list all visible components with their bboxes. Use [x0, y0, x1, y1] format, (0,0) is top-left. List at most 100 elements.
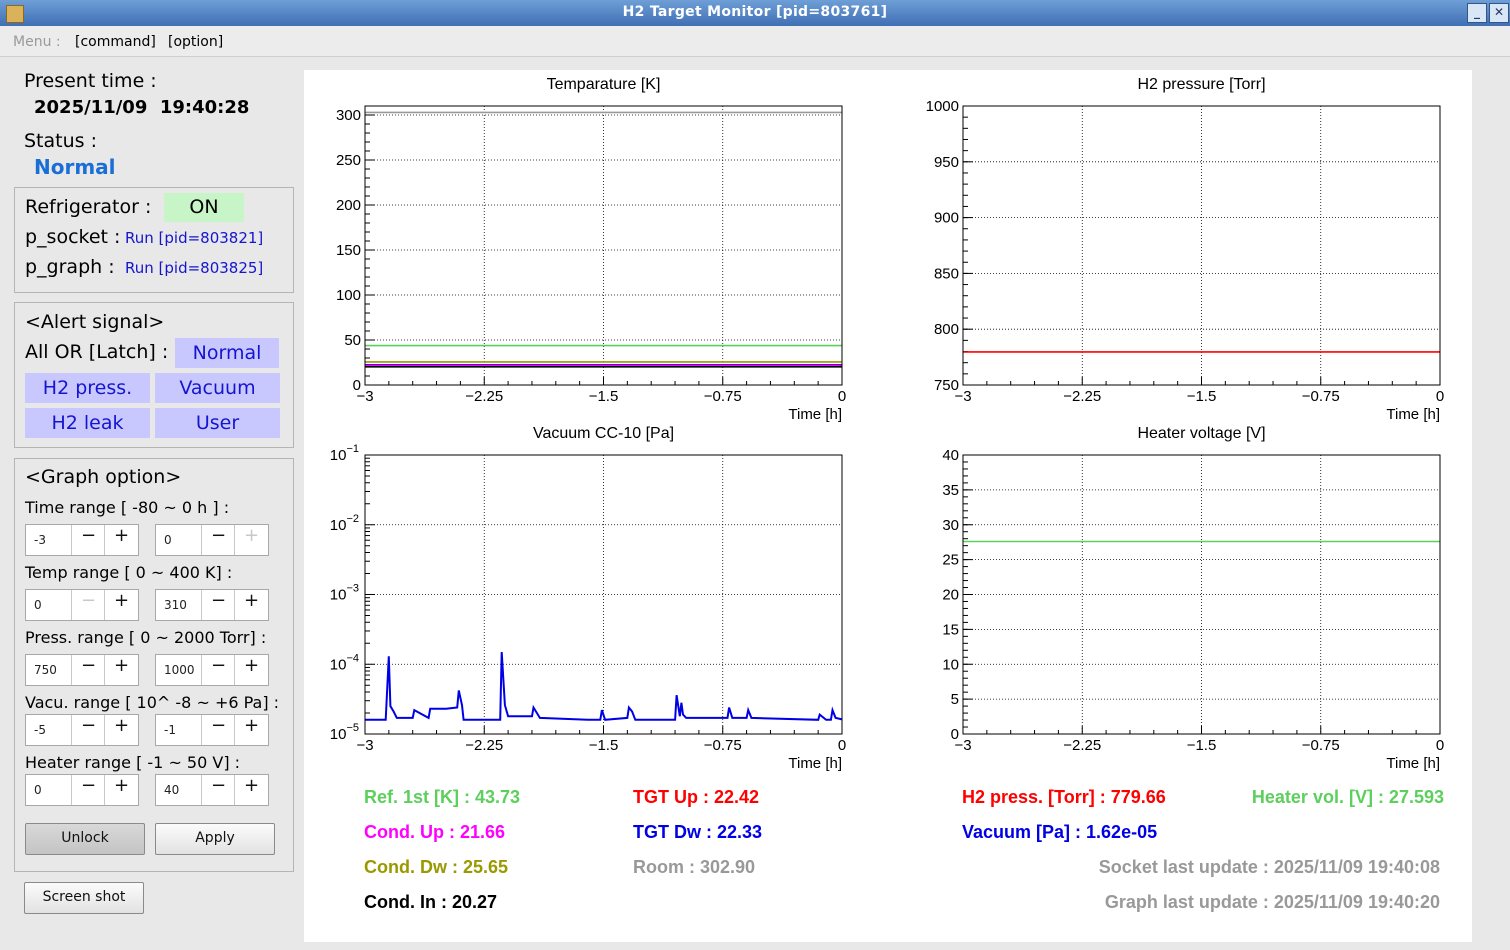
screenshot-button[interactable]: Screen shot — [24, 882, 144, 914]
chart1-frame — [364, 105, 843, 386]
chart2-title: H2 pressure [Torr] — [1137, 76, 1265, 93]
chart1-ytick-label: 300 — [336, 107, 361, 124]
readout-room: Room : 302.90 — [633, 857, 756, 877]
readout-cond-up: Cond. Up : 21.66 — [364, 822, 506, 842]
chart3-frame — [364, 454, 843, 735]
plus-icon[interactable]: + — [104, 590, 138, 620]
chart2-xtick-label: −3 — [954, 388, 971, 405]
unlock-button[interactable]: Unlock — [25, 823, 145, 855]
all-or-status: Normal — [175, 338, 279, 368]
close-icon[interactable]: ✕ — [1489, 3, 1509, 23]
chart1-xtick-label: −1.5 — [589, 388, 619, 405]
vacu-min-value[interactable]: -5 — [34, 723, 46, 737]
plus-icon[interactable]: + — [234, 655, 268, 685]
p-socket-value: Run [pid=803821] — [125, 229, 264, 247]
readout-tgt-dw: TGT Dw : 22.33 — [633, 822, 763, 842]
minus-icon[interactable]: − — [71, 525, 105, 555]
chart4-ytick-label: 20 — [942, 587, 959, 604]
plus-icon[interactable]: + — [234, 715, 268, 745]
chart2-xtick-label: −2.25 — [1063, 388, 1101, 405]
chart2-frame — [962, 105, 1441, 386]
minus-icon[interactable]: − — [71, 715, 105, 745]
minus-icon[interactable]: − — [201, 525, 235, 555]
chart2-ytick-label: 850 — [934, 265, 959, 282]
chart3-xtick-label: −3 — [356, 737, 373, 754]
chart3-ytick-label: 10−4 — [330, 652, 359, 673]
vacu-min-spinner[interactable]: -5 − + — [25, 714, 139, 746]
time-min-value[interactable]: -3 — [34, 533, 46, 547]
plus-icon[interactable]: + — [104, 655, 138, 685]
chart4-ytick-label: 30 — [942, 517, 959, 534]
readout-cond-in: Cond. In : 20.27 — [364, 892, 498, 912]
temp-range-label: Temp range [ 0 ~ 400 K] : — [25, 563, 233, 582]
chart2-ytick-label: 1000 — [926, 98, 959, 115]
chart4-ytick-label: 40 — [942, 447, 959, 464]
plus-icon[interactable]: + — [104, 715, 138, 745]
press-range-label: Press. range [ 0 ~ 2000 Torr] : — [25, 628, 267, 647]
temp-min-spinner[interactable]: 0 − + — [25, 589, 139, 621]
graph-option-title: <Graph option> — [25, 466, 182, 488]
menu-command[interactable]: [command] — [75, 34, 156, 50]
socket-last-update: Socket last update : 2025/11/09 19:40:08 — [1098, 857, 1440, 877]
press-max-value[interactable]: 1000 — [164, 663, 195, 677]
chart4-ytick-label: 5 — [951, 691, 959, 708]
process-status-box — [14, 187, 294, 293]
alert-title: <Alert signal> — [25, 311, 165, 333]
chart2-ytick-label: 750 — [934, 377, 959, 394]
status-value: Normal — [34, 155, 116, 179]
plus-icon[interactable]: + — [234, 590, 268, 620]
readout-heater: Heater vol. [V] : 27.593 — [1251, 787, 1444, 807]
menu-option[interactable]: [option] — [168, 34, 224, 50]
press-min-spinner[interactable]: 750− + — [25, 654, 139, 686]
minimize-icon[interactable]: _ — [1467, 3, 1487, 23]
chart3-title: Vacuum CC-10 [Pa] — [533, 425, 674, 442]
heater-min-value[interactable]: 0 — [34, 783, 42, 797]
time-max-spinner[interactable]: 0 − + — [155, 524, 269, 556]
minus-icon[interactable]: − — [201, 590, 235, 620]
press-min-value[interactable]: 750 — [34, 663, 57, 677]
chart2-xtick-label: −1.5 — [1187, 388, 1217, 405]
minus-icon[interactable]: − — [71, 655, 105, 685]
chart4-xlabel: Time [h] — [1386, 755, 1440, 772]
chart4-xtick-label: 0 — [1436, 737, 1444, 754]
press-max-spinner[interactable]: 1000− + — [155, 654, 269, 686]
plus-icon[interactable]: + — [104, 525, 138, 555]
minus-icon: − — [71, 590, 105, 620]
p-graph-value: Run [pid=803825] — [125, 259, 264, 277]
chart3-xtick-label: −1.5 — [589, 737, 619, 754]
heater-min-spinner[interactable]: 0 − + — [25, 774, 139, 806]
chart2-xtick-label: −0.75 — [1302, 388, 1340, 405]
minus-icon[interactable]: − — [201, 715, 235, 745]
vacu-max-spinner[interactable]: -1 − + — [155, 714, 269, 746]
present-time-label: Present time : — [24, 70, 157, 92]
temp-min-value[interactable]: 0 — [34, 598, 42, 612]
readout-tgt-up: TGT Up : 22.42 — [633, 787, 760, 807]
chart4-title: Heater voltage [V] — [1137, 425, 1265, 442]
time-max-value[interactable]: 0 — [164, 533, 172, 547]
heater-range-label: Heater range [ -1 ~ 50 V] : — [25, 753, 241, 772]
heater-max-spinner[interactable]: 40 − + — [155, 774, 269, 806]
chart2-xlabel: Time [h] — [1386, 406, 1440, 423]
chart3-ytick-label: 10−2 — [330, 513, 359, 534]
chart3-xtick-label: −2.25 — [465, 737, 503, 754]
temp-max-spinner[interactable]: 310− + — [155, 589, 269, 621]
minus-icon[interactable]: − — [71, 775, 105, 805]
plus-icon[interactable]: + — [234, 775, 268, 805]
apply-button[interactable]: Apply — [155, 823, 275, 855]
chart1-xtick-label: −0.75 — [704, 388, 742, 405]
chart1-ytick-label: 100 — [336, 287, 361, 304]
menu-bar: Menu : [command] [option] — [0, 26, 1510, 57]
chart1-ytick-label: 200 — [336, 197, 361, 214]
chart1-ytick-label: 250 — [336, 152, 361, 169]
vacu-max-value[interactable]: -1 — [164, 723, 176, 737]
time-min-spinner[interactable]: -3 − + — [25, 524, 139, 556]
temp-max-value[interactable]: 310 — [164, 598, 187, 612]
minus-icon[interactable]: − — [201, 775, 235, 805]
chart3-xtick-label: 0 — [838, 737, 846, 754]
graph-canvas: Temparature [K] −3 −2.25 −1.5 −0.75 0 Time [h]… — [304, 70, 1472, 942]
minus-icon[interactable]: − — [201, 655, 235, 685]
heater-max-value[interactable]: 40 — [164, 783, 180, 797]
vacu-range-label: Vacu. range [ 10^ -8 ~ +6 Pa] : — [25, 693, 280, 712]
plus-icon[interactable]: + — [104, 775, 138, 805]
readout-vacuum: Vacuum [Pa] : 1.62e-05 — [962, 822, 1158, 842]
